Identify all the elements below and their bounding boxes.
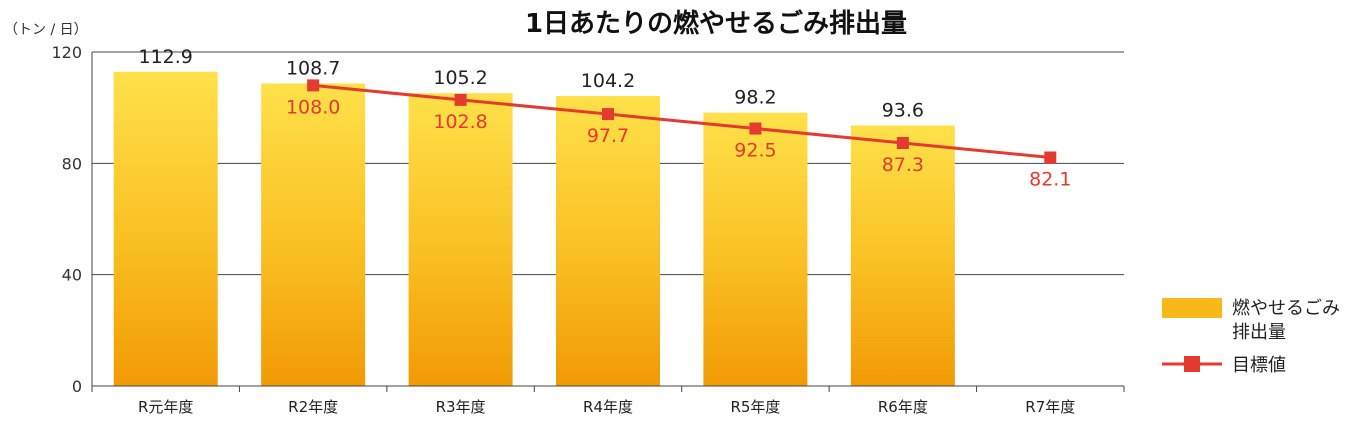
target-value-label: 102.8 xyxy=(433,111,487,133)
legend-bar-label-line2: 排出量 xyxy=(1232,322,1286,343)
x-tick-label: R3年度 xyxy=(436,398,486,416)
legend-bar-swatch xyxy=(1162,298,1222,318)
bar-value-label: 105.2 xyxy=(433,67,487,89)
bar xyxy=(261,83,366,387)
target-marker xyxy=(454,93,467,106)
x-tick-label: R4年度 xyxy=(583,398,633,416)
bar-series xyxy=(113,71,955,387)
target-value-label: 87.3 xyxy=(882,154,924,176)
bar-value-label: 93.6 xyxy=(882,99,924,121)
bar xyxy=(408,93,513,387)
y-tick-label: 80 xyxy=(62,154,82,173)
bar-value-label: 98.2 xyxy=(734,87,776,109)
legend-line-label: 目標値 xyxy=(1232,355,1286,376)
target-value-label: 108.0 xyxy=(286,96,340,118)
x-tick-label: R元年度 xyxy=(138,398,193,416)
data-labels: 112.9 108.7 105.2 104.2 98.2 93.6 108.0 102.8 97… xyxy=(139,46,1072,191)
legend: 燃やせるごみ 排出量 目標値 xyxy=(1162,298,1340,376)
y-tick-label: 0 xyxy=(72,377,82,396)
target-value-label: 97.7 xyxy=(587,125,629,147)
target-marker xyxy=(602,108,614,121)
target-value-label: 92.5 xyxy=(734,140,776,162)
bar-value-label: 112.9 xyxy=(139,46,193,68)
x-tick-label: R2年度 xyxy=(288,398,338,416)
chart-title: 1日あたりの燃やせるごみ排出量 xyxy=(525,8,907,39)
target-marker xyxy=(1044,151,1057,164)
bar xyxy=(703,112,808,386)
target-line xyxy=(312,83,1051,159)
bar xyxy=(556,95,660,386)
axes: 0 40 80 120 R元年度 R2年度 R3年度 R4年度 R5年度 R6年度 R7年度 xyxy=(51,43,1125,416)
target-value-label: 82.1 xyxy=(1029,168,1071,190)
target-line-series xyxy=(307,79,1057,164)
y-tick-label: 120 xyxy=(51,43,82,62)
target-marker xyxy=(896,137,909,150)
y-unit-label: （トン / 日） xyxy=(4,22,88,38)
bar-value-label: 104.2 xyxy=(581,70,635,92)
legend-bar-label-line1: 燃やせるごみ xyxy=(1232,298,1340,319)
target-marker xyxy=(307,79,320,92)
x-tick-label: R7年度 xyxy=(1025,398,1075,416)
bar xyxy=(113,71,218,387)
bar xyxy=(850,125,955,386)
x-tick-label: R6年度 xyxy=(878,398,928,416)
legend-line-marker xyxy=(1184,356,1200,372)
x-tick-label: R5年度 xyxy=(730,398,780,416)
y-tick-label: 40 xyxy=(62,266,82,285)
target-marker xyxy=(749,122,762,135)
bar-value-label: 108.7 xyxy=(286,57,340,79)
